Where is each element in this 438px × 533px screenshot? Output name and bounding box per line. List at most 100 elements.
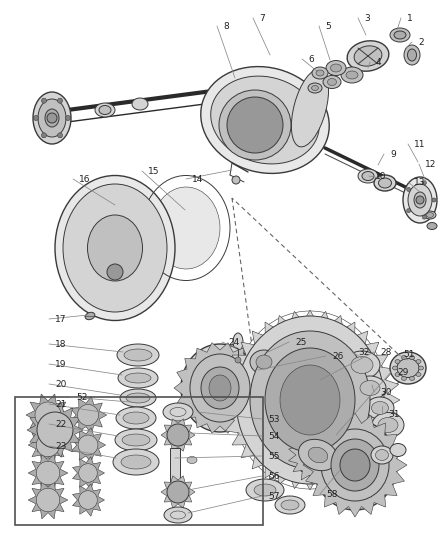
Ellipse shape [63,184,167,312]
Ellipse shape [190,354,250,422]
Text: 22: 22 [55,420,66,429]
Text: 2: 2 [418,38,424,47]
Circle shape [37,412,73,448]
Ellipse shape [360,381,380,395]
Polygon shape [161,419,195,451]
Ellipse shape [402,356,406,360]
Ellipse shape [250,331,370,469]
Text: 11: 11 [414,140,425,149]
Ellipse shape [331,439,379,491]
Ellipse shape [378,178,392,188]
Ellipse shape [95,103,115,117]
Text: 14: 14 [192,175,203,184]
Circle shape [422,181,426,185]
Ellipse shape [250,350,278,374]
Ellipse shape [354,376,386,400]
Polygon shape [161,476,195,508]
Ellipse shape [402,376,406,381]
Ellipse shape [390,28,410,42]
Ellipse shape [132,98,148,110]
Bar [170,448,180,484]
Ellipse shape [123,412,149,424]
Text: 26: 26 [332,352,343,361]
Ellipse shape [354,46,382,66]
Text: 3: 3 [364,14,370,23]
Ellipse shape [410,376,414,381]
Text: 17: 17 [55,315,67,324]
Circle shape [406,188,411,191]
Polygon shape [28,481,68,519]
Circle shape [107,264,123,280]
Ellipse shape [275,496,305,514]
Polygon shape [289,425,347,484]
Ellipse shape [233,333,243,351]
Circle shape [416,196,424,204]
Text: 18: 18 [55,340,67,349]
Ellipse shape [291,69,328,147]
Ellipse shape [390,352,426,384]
Ellipse shape [326,61,346,76]
Text: 58: 58 [326,490,338,499]
Bar [15,397,263,525]
Ellipse shape [209,375,231,401]
Ellipse shape [187,456,197,464]
Ellipse shape [403,177,437,223]
Text: 15: 15 [148,167,159,176]
Text: 10: 10 [375,172,386,181]
Ellipse shape [126,393,150,403]
Ellipse shape [321,429,389,501]
Ellipse shape [236,316,384,484]
Ellipse shape [341,67,363,83]
Ellipse shape [323,76,341,88]
Text: 5: 5 [325,22,331,31]
Ellipse shape [328,78,336,85]
Polygon shape [73,484,105,516]
Text: 31: 31 [388,410,399,419]
Ellipse shape [254,484,276,496]
Ellipse shape [265,348,355,452]
Polygon shape [27,403,83,457]
Polygon shape [73,457,105,489]
Circle shape [33,116,39,120]
Ellipse shape [117,344,159,366]
Ellipse shape [407,49,417,61]
Circle shape [42,98,46,103]
Circle shape [36,461,60,484]
Circle shape [167,424,189,446]
Ellipse shape [201,67,329,173]
Ellipse shape [340,449,370,481]
Ellipse shape [243,344,285,380]
Circle shape [35,402,61,428]
Ellipse shape [122,434,150,446]
Ellipse shape [351,357,373,374]
Ellipse shape [371,401,389,415]
Text: 51: 51 [403,350,414,359]
Polygon shape [220,310,400,490]
Ellipse shape [120,389,156,407]
Ellipse shape [211,76,319,164]
Ellipse shape [124,349,152,361]
Ellipse shape [281,500,299,510]
Text: 55: 55 [268,452,279,461]
Ellipse shape [33,92,71,144]
Polygon shape [174,343,266,433]
Polygon shape [28,454,68,492]
Ellipse shape [280,365,340,435]
Text: 57: 57 [268,492,279,501]
Ellipse shape [219,90,291,160]
Ellipse shape [418,366,424,370]
Ellipse shape [395,360,400,364]
Ellipse shape [394,31,406,39]
Text: 1: 1 [407,14,413,23]
Polygon shape [303,413,407,517]
Circle shape [232,176,240,184]
Text: 9: 9 [390,150,396,159]
Ellipse shape [201,367,239,409]
Text: 4: 4 [376,58,381,67]
Ellipse shape [316,70,324,76]
Circle shape [36,488,60,512]
Ellipse shape [38,99,66,137]
Ellipse shape [362,172,374,181]
Circle shape [42,133,46,138]
Ellipse shape [381,488,389,492]
